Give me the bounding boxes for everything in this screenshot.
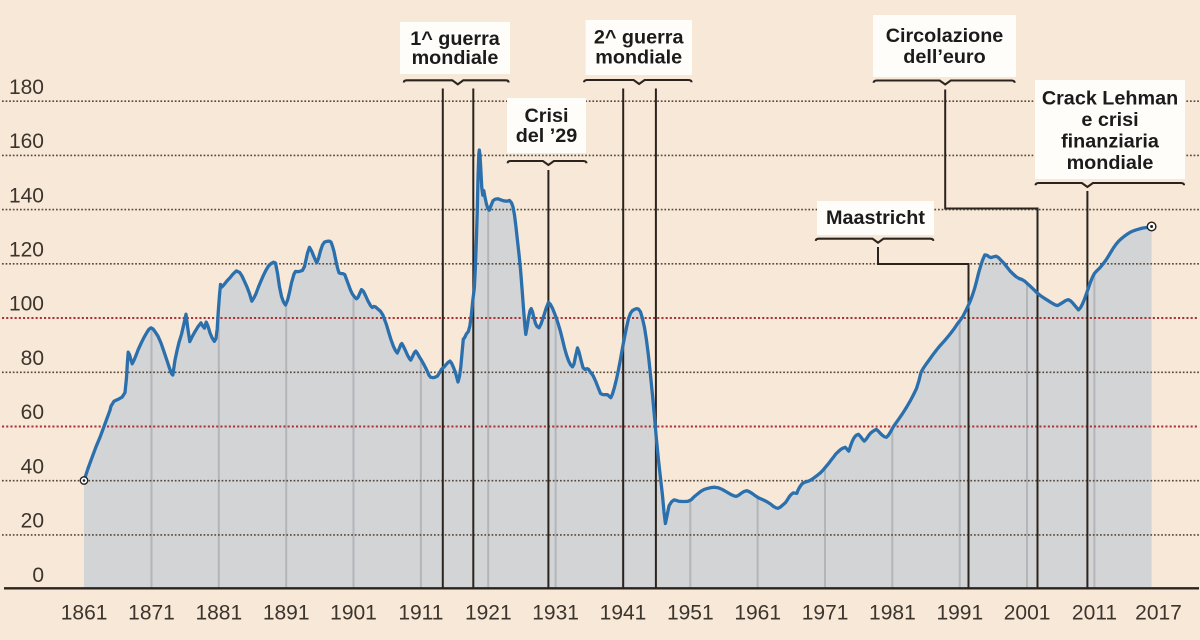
svg-text:1^ guerra: 1^ guerra <box>410 28 501 50</box>
svg-text:1951: 1951 <box>667 602 714 625</box>
svg-text:1991: 1991 <box>936 602 983 625</box>
svg-text:1871: 1871 <box>128 602 175 625</box>
svg-text:Maastricht: Maastricht <box>826 207 925 229</box>
svg-text:2011: 2011 <box>1072 602 1117 625</box>
svg-text:60: 60 <box>21 401 44 424</box>
svg-text:Crack Lehman: Crack Lehman <box>1042 88 1178 110</box>
svg-text:Crisi: Crisi <box>525 105 569 127</box>
svg-text:del ’29: del ’29 <box>516 125 578 147</box>
svg-text:2017: 2017 <box>1135 602 1182 625</box>
svg-text:160: 160 <box>9 130 44 153</box>
svg-text:1921: 1921 <box>465 602 512 625</box>
svg-text:1961: 1961 <box>734 602 781 625</box>
svg-text:e crisi: e crisi <box>1081 109 1138 131</box>
svg-text:1941: 1941 <box>600 602 647 625</box>
svg-text:100: 100 <box>9 293 44 316</box>
svg-text:dell’euro: dell’euro <box>903 46 985 68</box>
svg-text:120: 120 <box>9 239 44 262</box>
svg-text:80: 80 <box>21 347 44 370</box>
svg-text:1901: 1901 <box>330 602 377 625</box>
svg-text:1981: 1981 <box>869 602 916 625</box>
svg-text:1881: 1881 <box>195 602 242 625</box>
svg-text:2^ guerra: 2^ guerra <box>594 27 685 49</box>
svg-text:mondiale: mondiale <box>412 47 499 69</box>
svg-text:mondiale: mondiale <box>1067 152 1154 174</box>
svg-text:1911: 1911 <box>398 602 443 625</box>
svg-text:20: 20 <box>21 510 44 533</box>
svg-text:1971: 1971 <box>802 602 849 625</box>
svg-text:2001: 2001 <box>1004 602 1051 625</box>
svg-text:0: 0 <box>32 564 44 587</box>
svg-text:1891: 1891 <box>263 602 310 625</box>
svg-text:finanziaria: finanziaria <box>1061 131 1160 153</box>
svg-text:1861: 1861 <box>61 602 108 625</box>
svg-text:mondiale: mondiale <box>595 47 682 69</box>
svg-text:1931: 1931 <box>532 602 579 625</box>
svg-text:Circolazione: Circolazione <box>886 25 1004 47</box>
svg-text:140: 140 <box>9 184 44 207</box>
svg-text:180: 180 <box>9 76 44 99</box>
svg-text:40: 40 <box>21 455 44 478</box>
